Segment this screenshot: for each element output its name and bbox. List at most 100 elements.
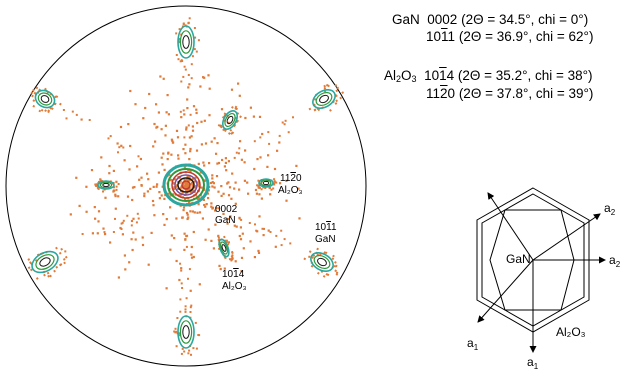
- scatter-dot: [334, 102, 338, 105]
- contour-line: [37, 92, 53, 106]
- scatter-dot: [255, 229, 258, 232]
- scatter-dot: [147, 263, 150, 266]
- scatter-dot: [62, 257, 66, 261]
- scatter-dot: [249, 106, 252, 109]
- scatter-dot: [132, 231, 135, 234]
- scatter-dot: [175, 259, 178, 263]
- scatter-dot: [273, 183, 276, 186]
- scatter-dot: [217, 207, 220, 210]
- scatter-dot: [182, 209, 185, 212]
- scatter-dot: [212, 182, 215, 185]
- scatter-dot: [97, 210, 101, 213]
- scatter-dot: [208, 114, 211, 117]
- scatter-dot: [257, 186, 260, 189]
- scatter-dot: [238, 147, 241, 150]
- scatter-dot: [235, 151, 238, 154]
- scatter-dot: [191, 210, 194, 213]
- scatter-dot: [261, 227, 264, 230]
- scatter-dot: [174, 327, 177, 330]
- scatter-dot: [222, 212, 225, 215]
- scatter-dot: [211, 181, 214, 184]
- scatter-dot: [188, 158, 191, 161]
- scatter-dot: [136, 165, 139, 168]
- scatter-dot: [191, 129, 195, 132]
- scatter-dot: [186, 217, 189, 221]
- scatter-dot: [175, 32, 178, 35]
- scatter-dot: [162, 152, 165, 155]
- scatter-dot: [229, 128, 233, 132]
- scatter-dot: [192, 255, 195, 259]
- scatter-dot: [253, 256, 256, 259]
- scatter-dot: [140, 184, 143, 187]
- scatter-dot: [190, 253, 193, 256]
- scatter-dot: [192, 105, 196, 108]
- scatter-dot: [169, 206, 172, 209]
- scatter-dot: [113, 189, 116, 192]
- scatter-dot: [78, 204, 81, 207]
- scatter-dot: [217, 234, 220, 237]
- peak-gan-1011-upper-left: [30, 86, 62, 114]
- scatter-dot: [259, 182, 262, 185]
- scatter-dot: [266, 165, 269, 168]
- scatter-dot: [62, 109, 65, 111]
- scatter-dot: [249, 240, 252, 243]
- peak-al2o3-left: [94, 179, 120, 193]
- scatter-dot: [158, 191, 161, 194]
- scatter-dot: [128, 261, 131, 264]
- scatter-dot: [35, 86, 39, 90]
- scatter-dot: [190, 135, 193, 138]
- scatter-dot: [181, 191, 184, 195]
- scatter-dot: [228, 132, 231, 135]
- scatter-dot: [103, 231, 106, 234]
- scatter-dot: [190, 304, 193, 307]
- scatter-dot: [220, 108, 224, 111]
- scatter-dot: [264, 187, 267, 189]
- scatter-dot: [227, 121, 230, 124]
- contour-line: [262, 180, 270, 186]
- scatter-dot: [257, 249, 260, 252]
- scatter-dot: [190, 245, 193, 249]
- scatter-dot: [188, 349, 191, 352]
- contour-line: [35, 254, 55, 270]
- scatter-dot: [49, 274, 52, 278]
- scatter-dot: [220, 194, 223, 197]
- scatter-dot: [230, 255, 234, 258]
- scatter-dot: [195, 347, 198, 350]
- contour-line: [218, 238, 230, 258]
- scatter-dot: [176, 136, 180, 139]
- peak-gan-1011-lower-right: [303, 247, 339, 278]
- scatter-dot: [191, 55, 194, 58]
- contour-line: [260, 179, 272, 187]
- scatter-dot: [197, 203, 200, 206]
- scatter-dot: [198, 334, 201, 337]
- scatter-dot: [30, 91, 34, 95]
- scatter-dot: [160, 194, 163, 197]
- scatter-dot: [55, 246, 58, 250]
- scatter-dot: [240, 270, 243, 273]
- scatter-dot: [100, 156, 103, 159]
- scatter-dot: [164, 134, 167, 137]
- scatter-dot: [46, 271, 50, 275]
- peak-gan-1011-lower-left: [27, 246, 68, 280]
- peak-al2o3-1014: [217, 235, 234, 262]
- scatter-dot: [190, 191, 194, 194]
- scatter-dot: [252, 115, 255, 118]
- scatter-dot: [188, 187, 191, 190]
- scatter-dot: [186, 213, 189, 216]
- contour-line: [258, 178, 274, 188]
- scatter-dot: [93, 206, 96, 209]
- scatter-dot: [179, 180, 182, 183]
- label-1014-phase: Al₂O₃: [222, 281, 247, 292]
- scatter-dot: [213, 137, 216, 140]
- scatter-dot: [98, 180, 100, 183]
- scatter-dot: [217, 190, 220, 193]
- scatter-dot: [270, 188, 273, 191]
- contour-line: [182, 325, 190, 339]
- upper-left-arrow: [487, 192, 534, 261]
- scatter-dot: [263, 227, 265, 230]
- scatter-dot: [192, 230, 195, 234]
- scatter-dot: [162, 77, 165, 80]
- scatter-dot: [214, 209, 217, 212]
- scatter-dot: [153, 122, 156, 126]
- scatter-dot: [187, 178, 190, 182]
